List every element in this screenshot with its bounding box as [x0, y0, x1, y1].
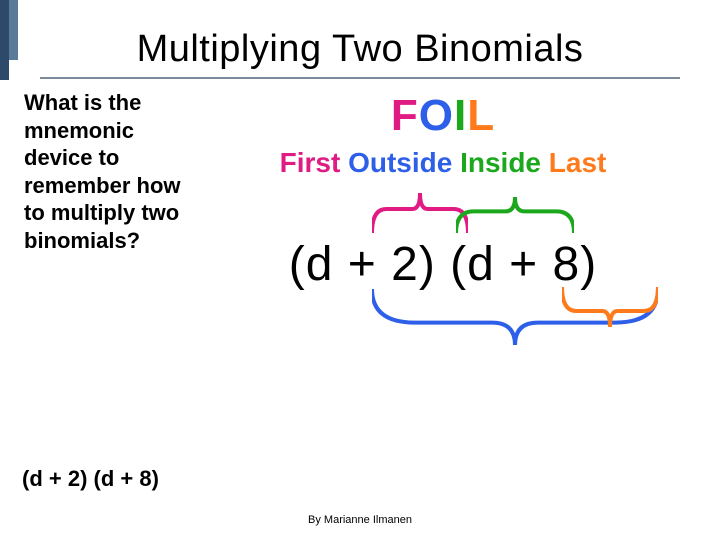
foil-letter-l: L [467, 91, 495, 140]
foil-word-inside: Inside [460, 147, 541, 178]
foil-letter-f: F [391, 91, 419, 140]
foil-word-last: Last [549, 147, 607, 178]
foil-letter-i: I [454, 91, 467, 140]
content-area: What is the mnemonic device to remember … [0, 79, 720, 367]
question-text: What is the mnemonic device to remember … [24, 89, 182, 254]
binomial-expression: (d + 2) (d + 8) [186, 237, 700, 292]
expression-diagram: (d + 2) (d + 8) [186, 237, 700, 367]
foil-letter-o: O [419, 91, 454, 140]
inside-brace [456, 197, 574, 233]
question-column: What is the mnemonic device to remember … [24, 89, 182, 367]
byline: By Marianne Ilmanen [0, 514, 720, 526]
foil-word-first: First [280, 147, 341, 178]
slide-title: Multiplying Two Binomials [0, 0, 720, 71]
answer-column: FOIL First Outside Inside Last (d + 2) (… [182, 89, 700, 367]
foil-word-outside: Outside [348, 147, 452, 178]
foil-acronym: FOIL [186, 91, 700, 141]
corner-accent [0, 0, 18, 80]
bottom-expression: (d + 2) (d + 8) [22, 466, 159, 492]
first-brace [372, 193, 468, 233]
foil-words: First Outside Inside Last [186, 147, 700, 179]
last-brace [562, 287, 658, 327]
